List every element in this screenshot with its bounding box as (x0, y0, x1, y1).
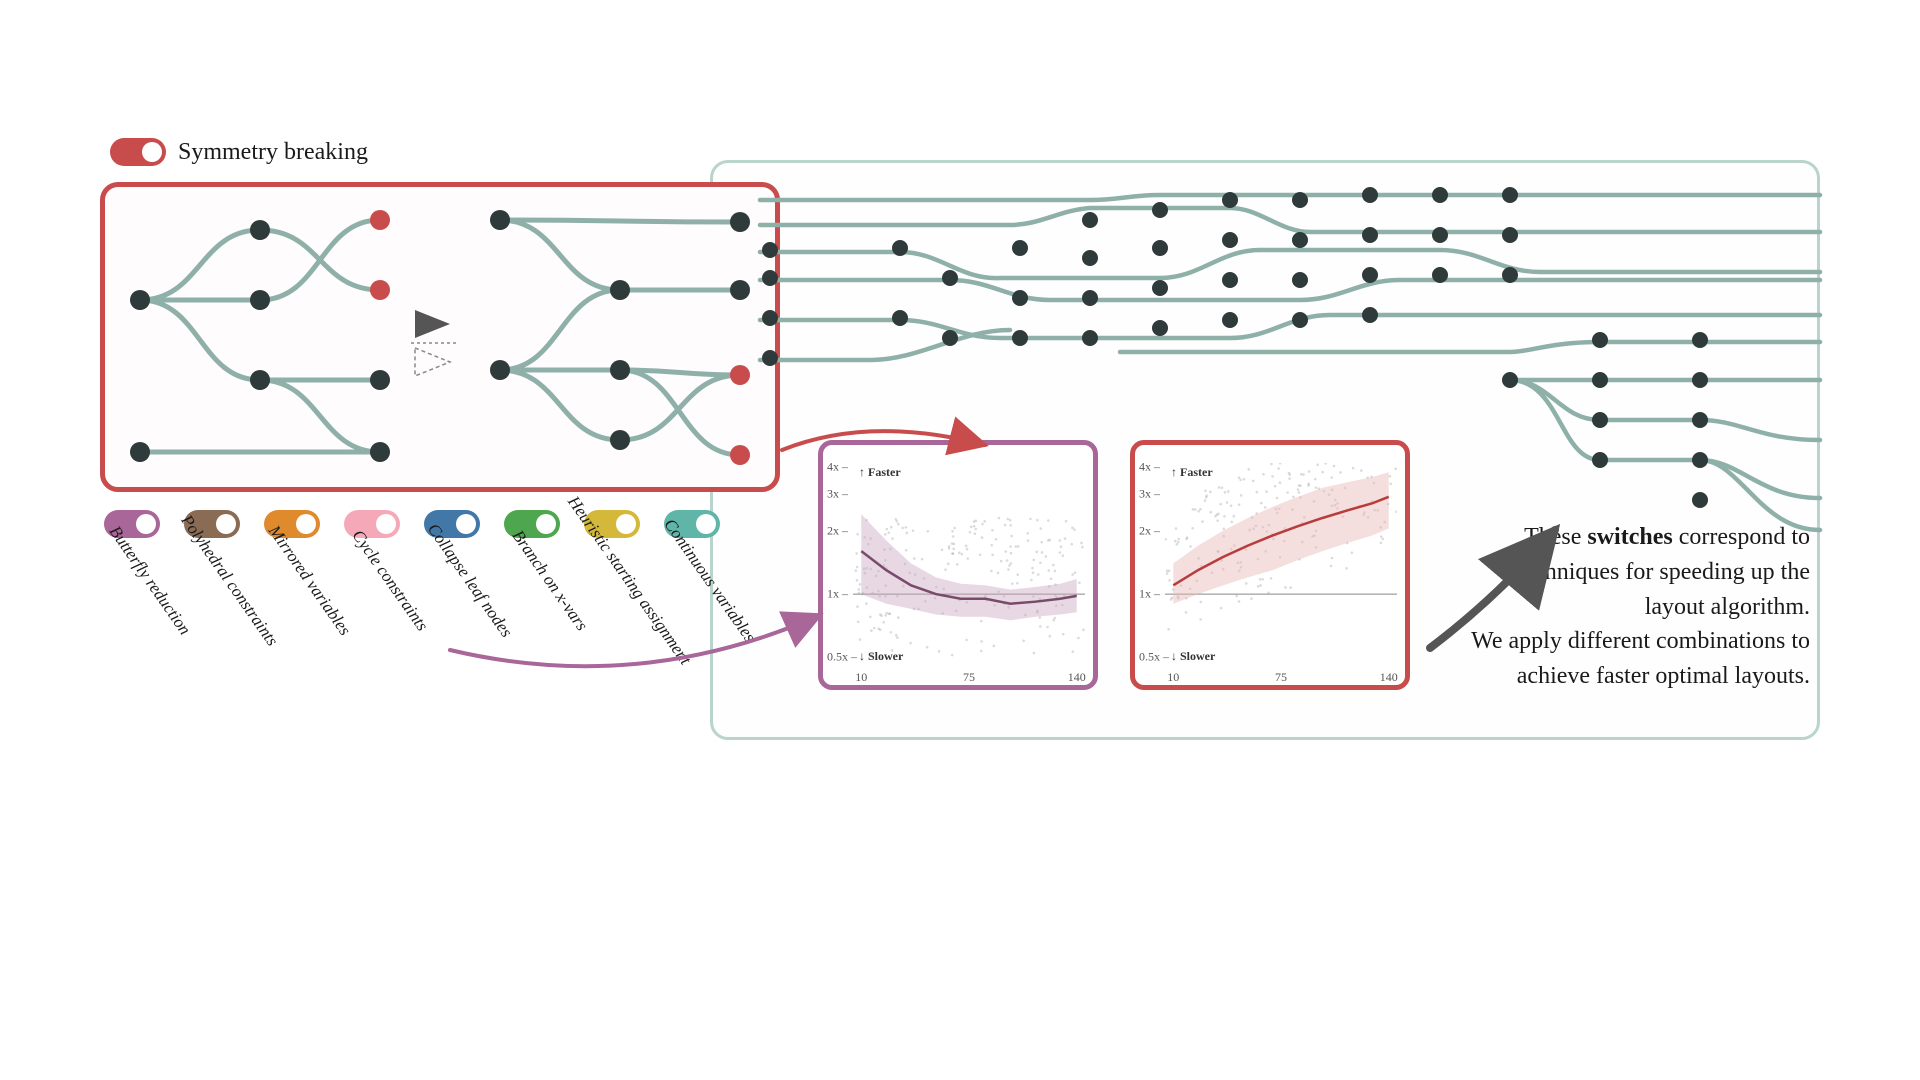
symmetry-panel (100, 182, 780, 492)
toggle-knob (142, 142, 162, 162)
toggle-knob (216, 514, 236, 534)
y-tick: 3x – (1139, 486, 1160, 501)
x-tick: 75 (1275, 670, 1287, 685)
technique-toggle-item: Butterfly reduction (104, 510, 160, 558)
technique-label: Cycle constraints (347, 526, 431, 635)
y-tick: 4x – (827, 460, 848, 475)
chart-red: 4x –3x –2x –1x –0.5x –1075140↑ Faster↓ S… (1130, 440, 1410, 690)
chart-red-plot: 4x –3x –2x –1x –0.5x –1075140↑ Faster↓ S… (1165, 463, 1387, 667)
toggle-knob (296, 514, 316, 534)
technique-toggle-item: Collapse leaf nodes (424, 510, 480, 558)
toggle-knob (456, 514, 476, 534)
x-tick: 140 (1068, 670, 1086, 685)
technique-label: Collapse leaf nodes (423, 520, 516, 641)
x-tick: 140 (1380, 670, 1398, 685)
toggle-knob (696, 514, 716, 534)
chart-purple: 4x –3x –2x –1x –0.5x –1075140↑ Faster↓ S… (818, 440, 1098, 690)
technique-toggle-item: Heuristic starting assignment (584, 510, 640, 558)
technique-toggle-item: Polyhedral constraints (184, 510, 240, 558)
technique-toggle-item: Continuous variables (664, 510, 720, 558)
y-tick: 3x – (827, 486, 848, 501)
y-tick: 1x – (1139, 587, 1160, 602)
technique-toggle-item: Mirrored variables (264, 510, 320, 558)
chart-purple-plot: 4x –3x –2x –1x –0.5x –1075140↑ Faster↓ S… (853, 463, 1075, 667)
y-tick: 4x – (1139, 460, 1160, 475)
y-tick: 2x – (827, 523, 848, 538)
technique-toggle-item: Cycle constraints (344, 510, 400, 558)
x-tick: 10 (1167, 670, 1179, 685)
symmetry-breaking-switch[interactable] (110, 138, 166, 166)
toggle-knob (376, 514, 396, 534)
main-toggle-label: Symmetry breaking (178, 139, 368, 166)
technique-label: Branch on x-vars (508, 527, 592, 635)
x-tick: 10 (855, 670, 867, 685)
technique-label: Mirrored variables (264, 522, 355, 640)
toggle-knob (136, 514, 156, 534)
technique-label: Butterfly reduction (105, 522, 195, 639)
technique-toggle-item: Branch on x-vars (504, 510, 560, 558)
caption-text: These switches correspond to techniques … (1470, 520, 1810, 694)
x-tick: 75 (963, 670, 975, 685)
main-toggle: Symmetry breaking (110, 138, 368, 166)
y-tick: 1x – (827, 587, 848, 602)
technique-toggles: Butterfly reduction Polyhedral constraint… (104, 510, 720, 558)
toggle-knob (616, 514, 636, 534)
y-tick: 2x – (1139, 523, 1160, 538)
toggle-knob (536, 514, 556, 534)
